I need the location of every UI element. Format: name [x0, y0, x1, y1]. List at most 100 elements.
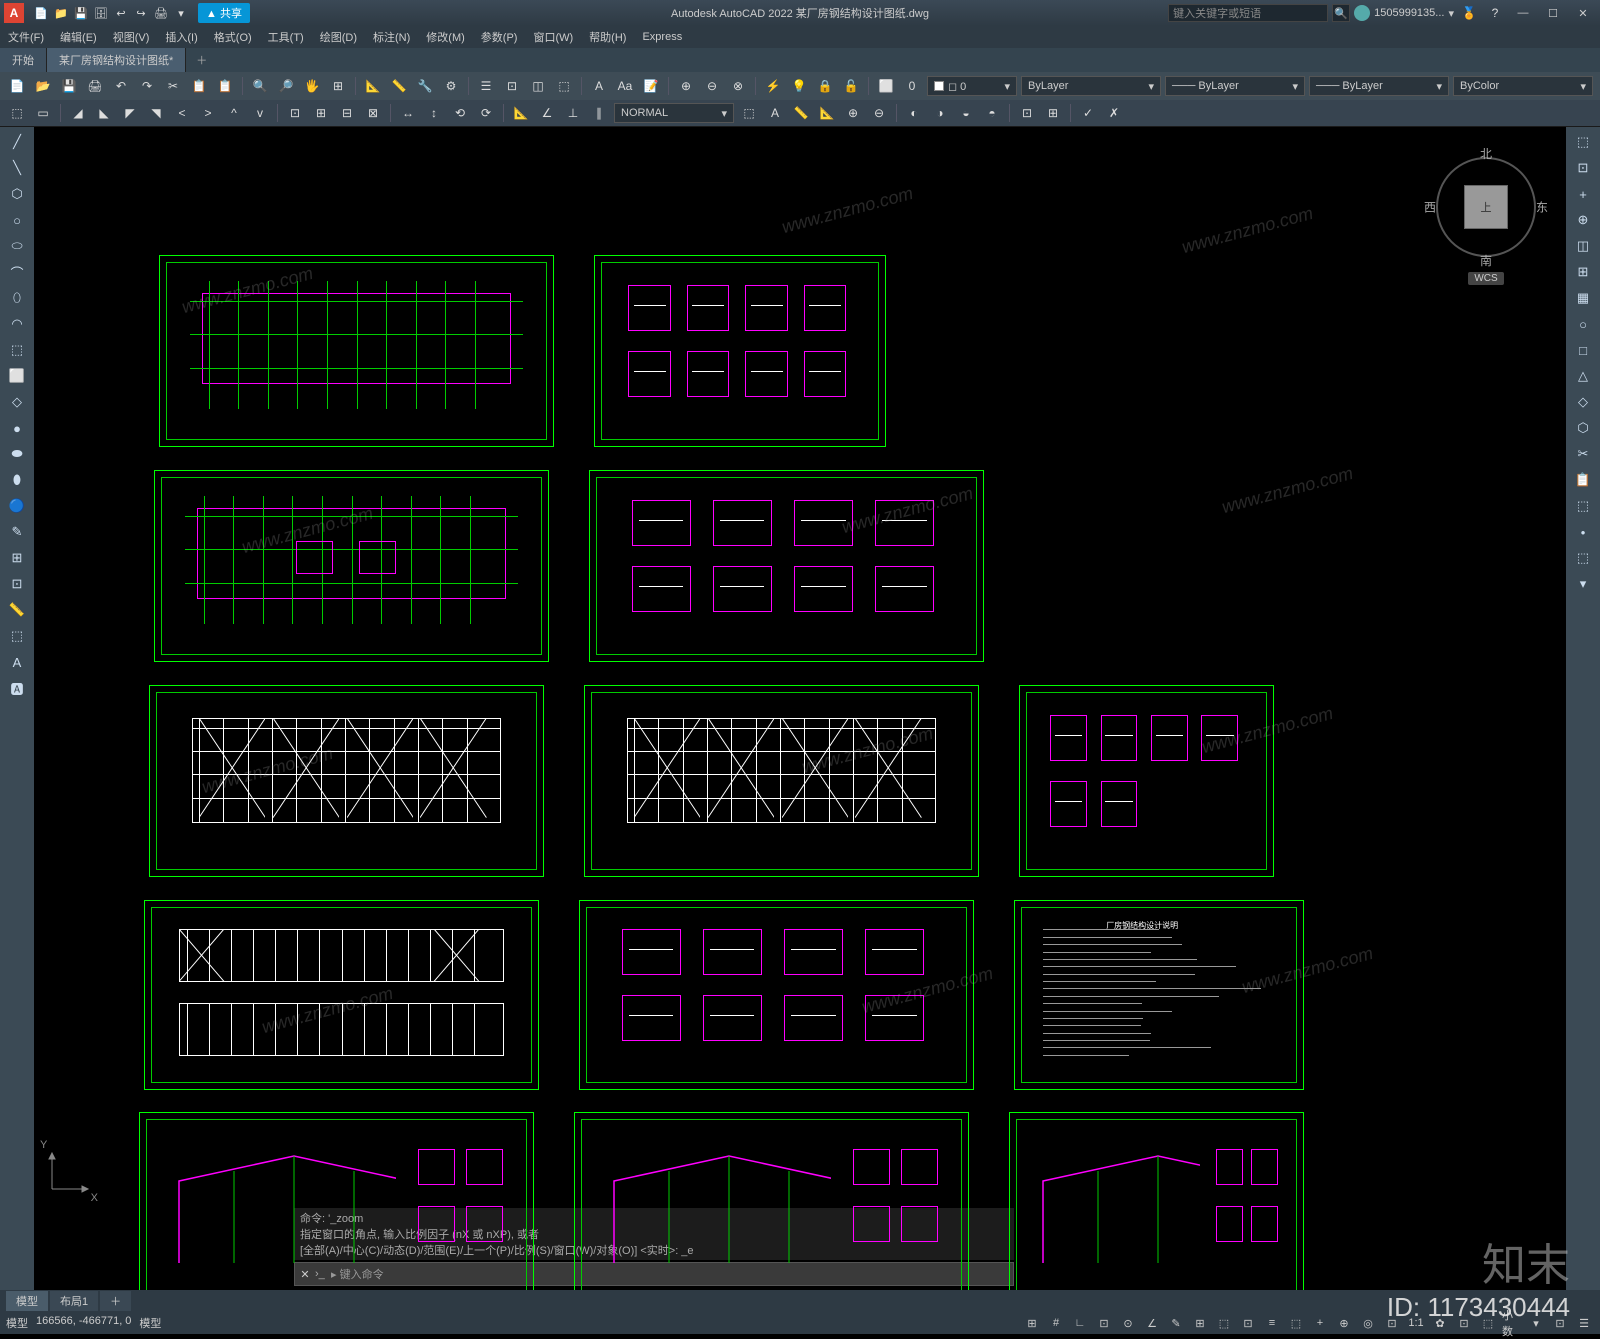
color-dropdown[interactable]: ByLayer▾ [1021, 76, 1161, 96]
toolbar-button[interactable]: ⊞ [327, 75, 349, 97]
modify-tool-button[interactable]: ⬚ [1571, 495, 1595, 517]
draw-tool-button[interactable]: 🅰 [5, 677, 29, 699]
modify-tool-button[interactable]: □ [1571, 339, 1595, 361]
toolbar-button[interactable]: 🔍 [249, 75, 271, 97]
statusbar-toggle[interactable]: ☰ [1574, 1314, 1594, 1332]
search-input[interactable]: 键入关键字或短语 [1168, 4, 1328, 22]
modify-tool-button[interactable]: △ [1571, 365, 1595, 387]
qat-button[interactable]: ▾ [172, 4, 190, 22]
toolbar-button[interactable]: ◣ [93, 102, 115, 124]
toolbar-button[interactable]: ▭ [32, 102, 54, 124]
wcs-label[interactable]: WCS [1468, 272, 1503, 285]
modify-tool-button[interactable]: ⊞ [1571, 261, 1595, 283]
draw-tool-button[interactable]: ⬚ [5, 625, 29, 647]
textstyle-dropdown[interactable]: NORMAL▾ [614, 103, 734, 123]
toolbar-button[interactable]: 💾 [58, 75, 80, 97]
menu-item[interactable]: 文件(F) [8, 29, 44, 45]
modify-tool-button[interactable]: 📋 [1571, 469, 1595, 491]
toolbar-button[interactable]: ✂ [162, 75, 184, 97]
modify-tool-button[interactable]: ⊕ [1571, 209, 1595, 231]
statusbar-toggle[interactable]: 小数 [1502, 1314, 1522, 1332]
menu-item[interactable]: 格式(O) [214, 29, 252, 45]
plotstyle-dropdown[interactable]: ByColor▾ [1453, 76, 1593, 96]
draw-tool-button[interactable]: ◠ [5, 313, 29, 335]
statusbar-toggle[interactable]: # [1046, 1314, 1066, 1332]
toolbar-button[interactable]: ⬚ [553, 75, 575, 97]
share-button[interactable]: ▲ 共享 [198, 3, 250, 23]
draw-tool-button[interactable]: ○ [5, 209, 29, 231]
draw-tool-button[interactable]: A [5, 651, 29, 673]
statusbar-toggle[interactable]: ⊞ [1190, 1314, 1210, 1332]
toolbar-button[interactable]: ⊞ [310, 102, 332, 124]
modify-tool-button[interactable]: ⬚ [1571, 547, 1595, 569]
statusbar-toggle[interactable]: ▾ [1526, 1314, 1546, 1332]
toolbar-button[interactable]: 📄 [6, 75, 28, 97]
draw-tool-button[interactable]: ⊞ [5, 547, 29, 569]
toolbar-button[interactable]: 📏 [388, 75, 410, 97]
layer-dropdown[interactable]: ◻ 0▾ [927, 76, 1017, 96]
statusbar-toggle[interactable]: 1:1 [1406, 1314, 1426, 1332]
toolbar-button[interactable]: ⚡ [762, 75, 784, 97]
menu-item[interactable]: 工具(T) [268, 29, 304, 45]
draw-tool-button[interactable]: ✎ [5, 521, 29, 543]
toolbar-button[interactable]: 🔓 [840, 75, 862, 97]
menu-item[interactable]: 视图(V) [113, 29, 150, 45]
minimize-button[interactable]: — [1510, 3, 1536, 23]
sb-layout-label[interactable]: 模型 [139, 1315, 161, 1331]
toolbar-button[interactable]: ⊖ [701, 75, 723, 97]
toolbar-button[interactable]: > [197, 102, 219, 124]
qat-button[interactable]: 📁 [52, 4, 70, 22]
statusbar-toggle[interactable]: ∠ [1142, 1314, 1162, 1332]
statusbar-toggle[interactable]: ⊡ [1094, 1314, 1114, 1332]
toolbar-button[interactable]: ⊗ [727, 75, 749, 97]
toolbar-button[interactable]: 🔧 [414, 75, 436, 97]
toolbar-button[interactable]: ⊟ [336, 102, 358, 124]
draw-tool-button[interactable]: ╱ [5, 131, 29, 153]
modify-tool-button[interactable]: ⬚ [1571, 131, 1595, 153]
toolbar-button[interactable]: ⊞ [1042, 102, 1064, 124]
toolbar-button[interactable]: < [171, 102, 193, 124]
toolbar-button[interactable]: 📐 [362, 75, 384, 97]
statusbar-toggle[interactable]: ⬚ [1478, 1314, 1498, 1332]
draw-tool-button[interactable]: ⊡ [5, 573, 29, 595]
menu-item[interactable]: 绘图(D) [320, 29, 357, 45]
doc-tab[interactable]: 某厂房钢结构设计图纸* [47, 48, 186, 72]
toolbar-button[interactable]: ⟳ [475, 102, 497, 124]
menu-item[interactable]: 窗口(W) [533, 29, 573, 45]
toolbar-button[interactable]: ⊖ [868, 102, 890, 124]
statusbar-toggle[interactable]: ⊡ [1382, 1314, 1402, 1332]
user-drop-icon[interactable]: ▾ [1448, 7, 1454, 20]
menu-item[interactable]: Express [642, 31, 682, 43]
statusbar-toggle[interactable]: ✎ [1166, 1314, 1186, 1332]
menu-item[interactable]: 插入(I) [165, 29, 197, 45]
draw-tool-button[interactable]: ⬯ [5, 287, 29, 309]
modify-tool-button[interactable]: ⬡ [1571, 417, 1595, 439]
app-logo-icon[interactable]: A [4, 3, 24, 23]
draw-tool-button[interactable]: ⬚ [5, 339, 29, 361]
statusbar-toggle[interactable]: ⊙ [1118, 1314, 1138, 1332]
toolbar-button[interactable]: ◑ [929, 102, 951, 124]
draw-tool-button[interactable]: 🔵 [5, 495, 29, 517]
statusbar-toggle[interactable]: ⊡ [1550, 1314, 1570, 1332]
toolbar-button[interactable]: ↷ [136, 75, 158, 97]
add-layout-button[interactable]: ＋ [100, 1291, 131, 1311]
toolbar-button[interactable]: 🔒 [814, 75, 836, 97]
statusbar-toggle[interactable]: ⊡ [1238, 1314, 1258, 1332]
draw-tool-button[interactable]: ⬭ [5, 235, 29, 257]
menu-item[interactable]: 帮助(H) [589, 29, 626, 45]
toolbar-button[interactable]: 📏 [790, 102, 812, 124]
lineweight-dropdown[interactable]: ─── ByLayer▾ [1309, 76, 1449, 96]
toolbar-button[interactable]: ◫ [527, 75, 549, 97]
sb-model-label[interactable]: 模型 [6, 1315, 28, 1331]
close-button[interactable]: ✕ [1570, 3, 1596, 23]
toolbar-button[interactable]: ✓ [1077, 102, 1099, 124]
toolbar-button[interactable]: ⬚ [6, 102, 28, 124]
toolbar-button[interactable]: ✗ [1103, 102, 1125, 124]
toolbar-button[interactable]: 🔎 [275, 75, 297, 97]
toolbar-button[interactable]: ⊡ [284, 102, 306, 124]
statusbar-toggle[interactable]: ∟ [1070, 1314, 1090, 1332]
toolbar-button[interactable]: ^ [223, 102, 245, 124]
modify-tool-button[interactable]: ◫ [1571, 235, 1595, 257]
qat-button[interactable]: 📄 [32, 4, 50, 22]
draw-tool-button[interactable]: ⬜ [5, 365, 29, 387]
